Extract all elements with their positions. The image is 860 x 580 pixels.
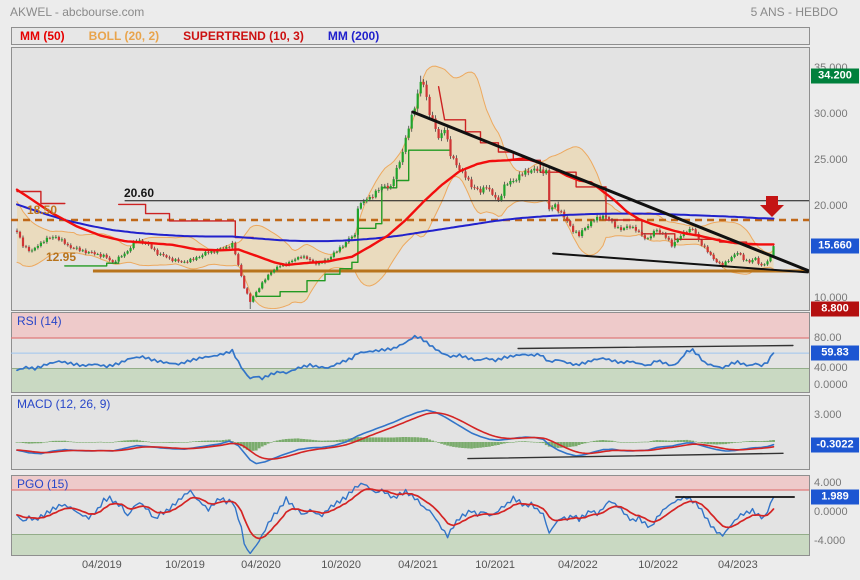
macd-panel: [11, 395, 810, 470]
rsi-y-tick: 0.0000: [814, 379, 848, 391]
pgo-value-badge: 1.989: [811, 489, 859, 505]
main-y-tick: 25.000: [814, 154, 848, 167]
x-axis-date-label: 10/2021: [475, 559, 515, 571]
legend-item-1: BOLL (20, 2): [88, 29, 160, 43]
pgo-upper-zone: [12, 476, 809, 490]
main-y-tick: 20.000: [814, 200, 848, 213]
x-axis-date-label: 10/2020: [321, 559, 361, 571]
main-y-tick: 10.000: [814, 292, 848, 305]
rsi-y-tick: 80.00: [814, 332, 842, 344]
rsi-y-tick: 40.000: [814, 362, 848, 374]
high-price-badge: 34.200: [811, 68, 859, 84]
resistance-level-label: 20.60: [124, 186, 155, 200]
mid-level-label: 18.50: [27, 203, 58, 217]
pgo-panel-title: PGO (15): [17, 477, 69, 491]
pgo-y-tick: -4.000: [814, 535, 846, 548]
chart-title: AKWEL - abcbourse.com: [10, 5, 145, 19]
chart-period-label: 5 ANS - HEBDO: [750, 5, 838, 19]
x-axis-date-label: 04/2023: [718, 559, 758, 571]
last-price-badge: 15.660: [811, 238, 859, 254]
x-axis-date-label: 04/2022: [558, 559, 598, 571]
macd-panel-title: MACD (12, 26, 9): [17, 397, 111, 411]
x-axis-date-label: 10/2022: [638, 559, 678, 571]
pgo-y-tick: 4.000: [814, 476, 842, 489]
support-level-label: 12.95: [46, 250, 77, 264]
low-price-badge: 8.800: [811, 301, 859, 317]
pgo-lower-zone: [12, 534, 809, 555]
x-axis-date-label: 10/2019: [165, 559, 205, 571]
rsi-value-badge: 59.83: [811, 345, 859, 361]
macd-y-tick: 3.000: [814, 409, 842, 421]
rsi-oversold-zone: [12, 368, 809, 392]
x-axis-date-label: 04/2020: [241, 559, 281, 571]
main-y-tick: 30.000: [814, 108, 848, 121]
pgo-y-tick: 0.0000: [814, 506, 848, 518]
indicator-legend-bar: MM (50) BOLL (20, 2) SUPERTREND (10, 3) MM …: [11, 27, 810, 45]
macd-value-badge: -0.3022: [811, 437, 859, 453]
rsi-panel-title: RSI (14): [17, 314, 62, 328]
rsi-overbought-zone: [12, 313, 809, 338]
x-axis-date-label: 04/2021: [398, 559, 438, 571]
legend-item-0: MM (50): [20, 29, 65, 43]
x-axis-date-label: 04/2019: [82, 559, 122, 571]
legend-item-3: MM (200): [327, 29, 380, 43]
legend-item-2: SUPERTREND (10, 3): [183, 29, 304, 43]
